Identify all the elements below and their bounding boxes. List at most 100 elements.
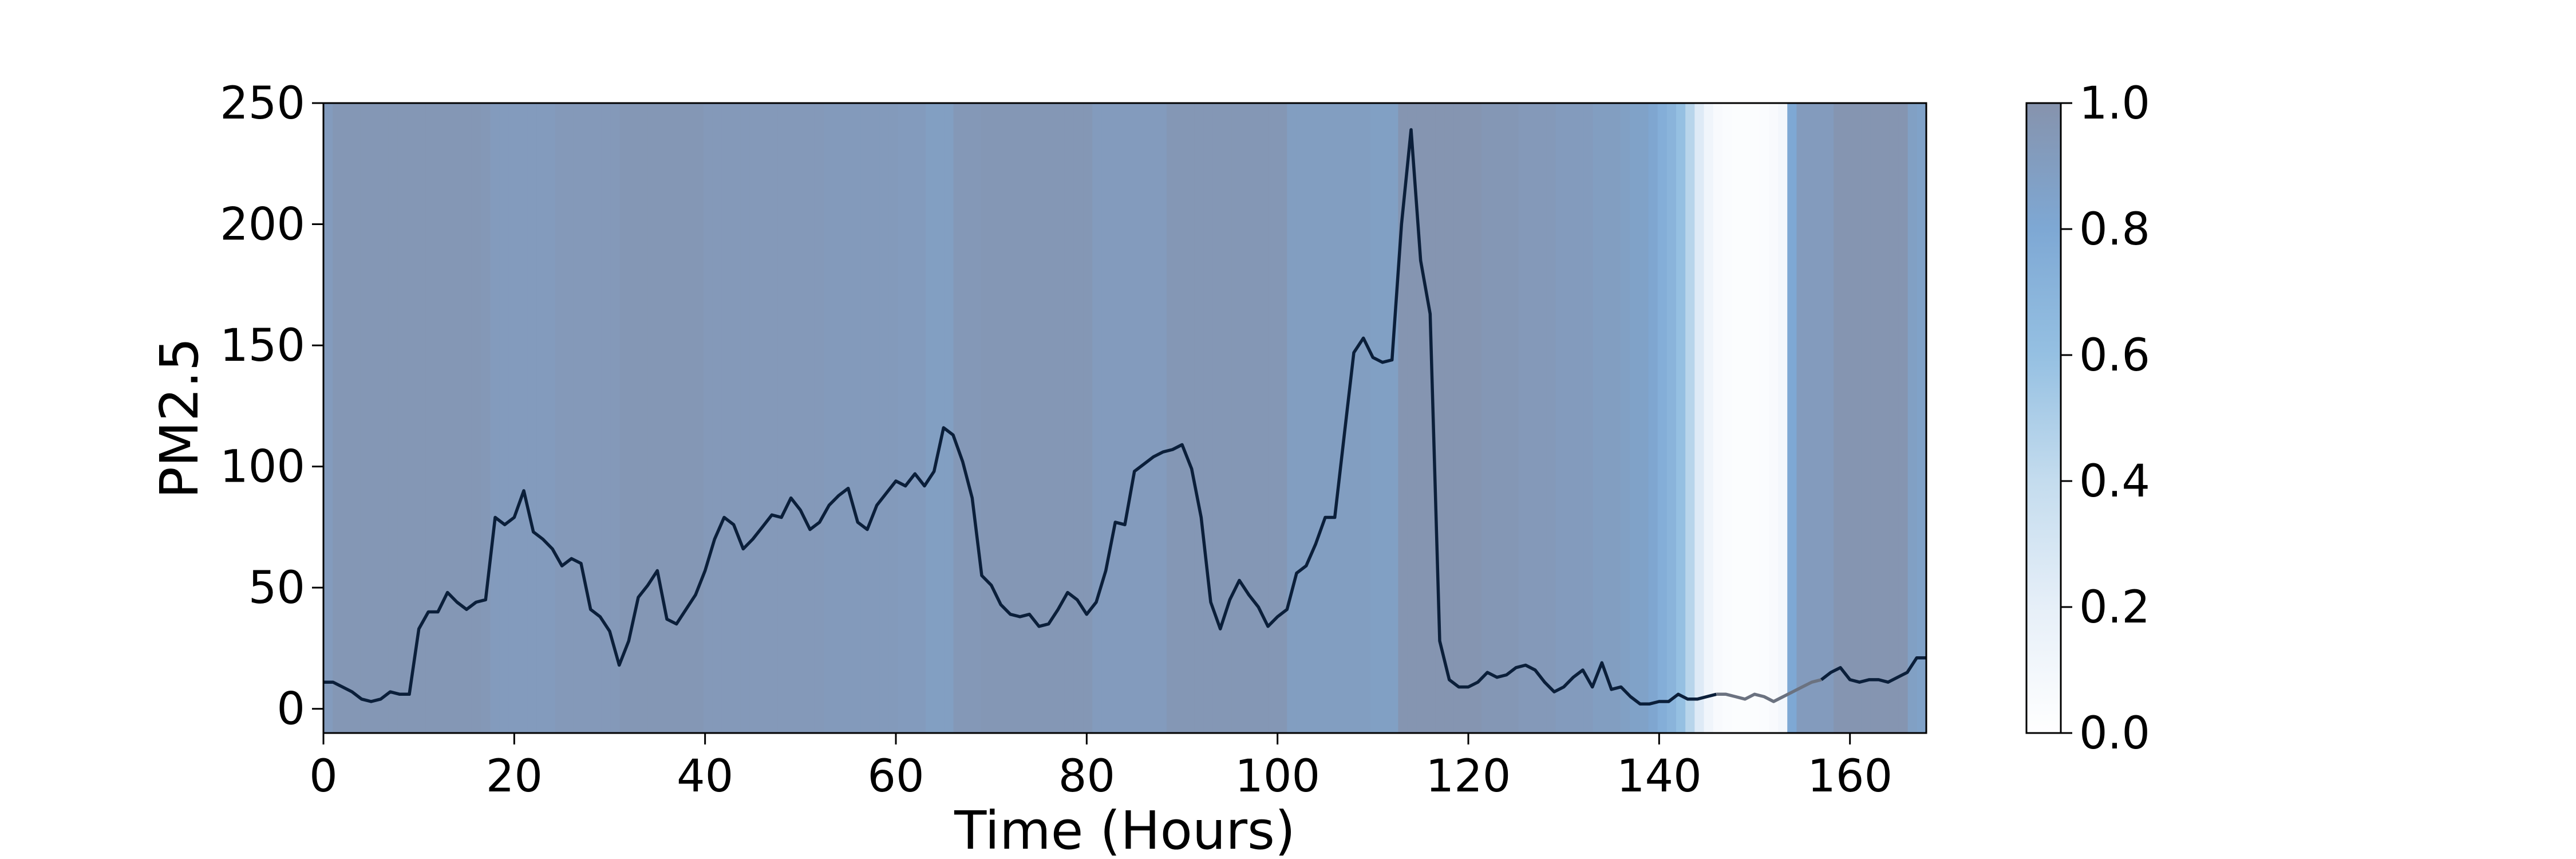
background-band — [406, 103, 417, 733]
background-band — [517, 103, 528, 733]
background-band — [749, 103, 760, 733]
background-band — [546, 103, 556, 733]
background-band — [898, 103, 908, 733]
background-band — [573, 103, 583, 733]
background-band — [1185, 103, 1195, 733]
background-band — [1240, 103, 1251, 733]
plot-frame — [322, 102, 1927, 734]
background-band — [935, 103, 945, 733]
background-band — [758, 103, 769, 733]
background-band — [1111, 103, 1121, 733]
background-band — [1120, 103, 1130, 733]
background-band — [1583, 103, 1594, 733]
background-bands — [323, 103, 1927, 733]
background-band — [1657, 103, 1668, 733]
y-tick-label: 150 — [220, 320, 305, 372]
background-band — [508, 103, 519, 733]
background-band — [1333, 103, 1344, 733]
background-band — [657, 103, 667, 733]
background-band — [499, 103, 509, 733]
background-band — [1287, 103, 1297, 733]
y-tick-label: 0 — [276, 684, 305, 735]
background-band — [1250, 103, 1260, 733]
series-segment — [1716, 678, 1822, 703]
background-band — [1037, 103, 1047, 733]
background-band — [471, 103, 481, 733]
background-band — [1194, 103, 1204, 733]
background-band — [1676, 103, 1686, 733]
background-band — [397, 103, 408, 733]
background-band — [1630, 103, 1640, 733]
colorbar-tick-label: 0.0 — [2079, 708, 2150, 759]
background-band — [1593, 103, 1603, 733]
background-band — [1732, 103, 1742, 733]
background-band — [944, 103, 954, 733]
background-band — [833, 103, 843, 733]
background-band — [647, 103, 658, 733]
background-band — [601, 103, 611, 733]
background-band — [1574, 103, 1584, 733]
background-band — [1666, 103, 1677, 733]
background-band — [1555, 103, 1566, 733]
background-band — [731, 103, 741, 733]
background-band — [583, 103, 593, 733]
background-band — [379, 103, 389, 733]
background-band — [629, 103, 639, 733]
background-band — [1852, 103, 1862, 733]
background-band — [888, 103, 899, 733]
background-band — [1212, 103, 1223, 733]
background-band — [1389, 103, 1399, 733]
background-band — [1101, 103, 1112, 733]
background-band — [1843, 103, 1853, 733]
y-axis-title: PM2.5 — [149, 337, 210, 498]
background-band — [1768, 103, 1779, 733]
background-band — [1518, 103, 1528, 733]
background-band — [1620, 103, 1630, 733]
background-band — [907, 103, 917, 733]
background-band — [787, 103, 797, 733]
background-band — [1815, 103, 1825, 733]
background-band — [1787, 103, 1797, 733]
background-band — [444, 103, 454, 733]
background-band — [962, 103, 973, 733]
background-band — [823, 103, 833, 733]
background-band — [1046, 103, 1056, 733]
background-band — [1685, 103, 1696, 733]
background-band — [1694, 103, 1705, 733]
background-band — [1129, 103, 1140, 733]
background-band — [1537, 103, 1547, 733]
background-band — [434, 103, 445, 733]
background-band — [638, 103, 649, 733]
background-band — [1222, 103, 1232, 733]
x-tick-label: 120 — [1426, 751, 1511, 802]
background-band — [1139, 103, 1149, 733]
background-band — [1481, 103, 1492, 733]
background-band — [879, 103, 890, 733]
series-segment — [323, 128, 1717, 706]
background-band — [360, 103, 370, 733]
background-band — [1805, 103, 1816, 733]
background-band — [1778, 103, 1788, 733]
background-band — [1009, 103, 1019, 733]
colorbar-tick-label: 0.2 — [2079, 582, 2150, 633]
background-band — [1314, 103, 1325, 733]
colorbar-tick-label: 0.6 — [2079, 330, 2150, 381]
background-band — [1491, 103, 1501, 733]
background-band — [740, 103, 750, 733]
background-band — [490, 103, 500, 733]
background-band — [999, 103, 1010, 733]
background-band — [1796, 103, 1807, 733]
background-band — [1268, 103, 1278, 733]
background-band — [666, 103, 676, 733]
background-band — [1889, 103, 1899, 733]
background-band — [425, 103, 436, 733]
background-band — [1416, 103, 1427, 733]
background-band — [842, 103, 852, 733]
background-band — [342, 103, 352, 733]
background-band — [1546, 103, 1556, 733]
background-band — [721, 103, 732, 733]
y-tick-label: 100 — [220, 442, 305, 493]
y-tick-label: 50 — [248, 562, 305, 614]
background-band — [953, 103, 963, 733]
background-band — [1528, 103, 1538, 733]
